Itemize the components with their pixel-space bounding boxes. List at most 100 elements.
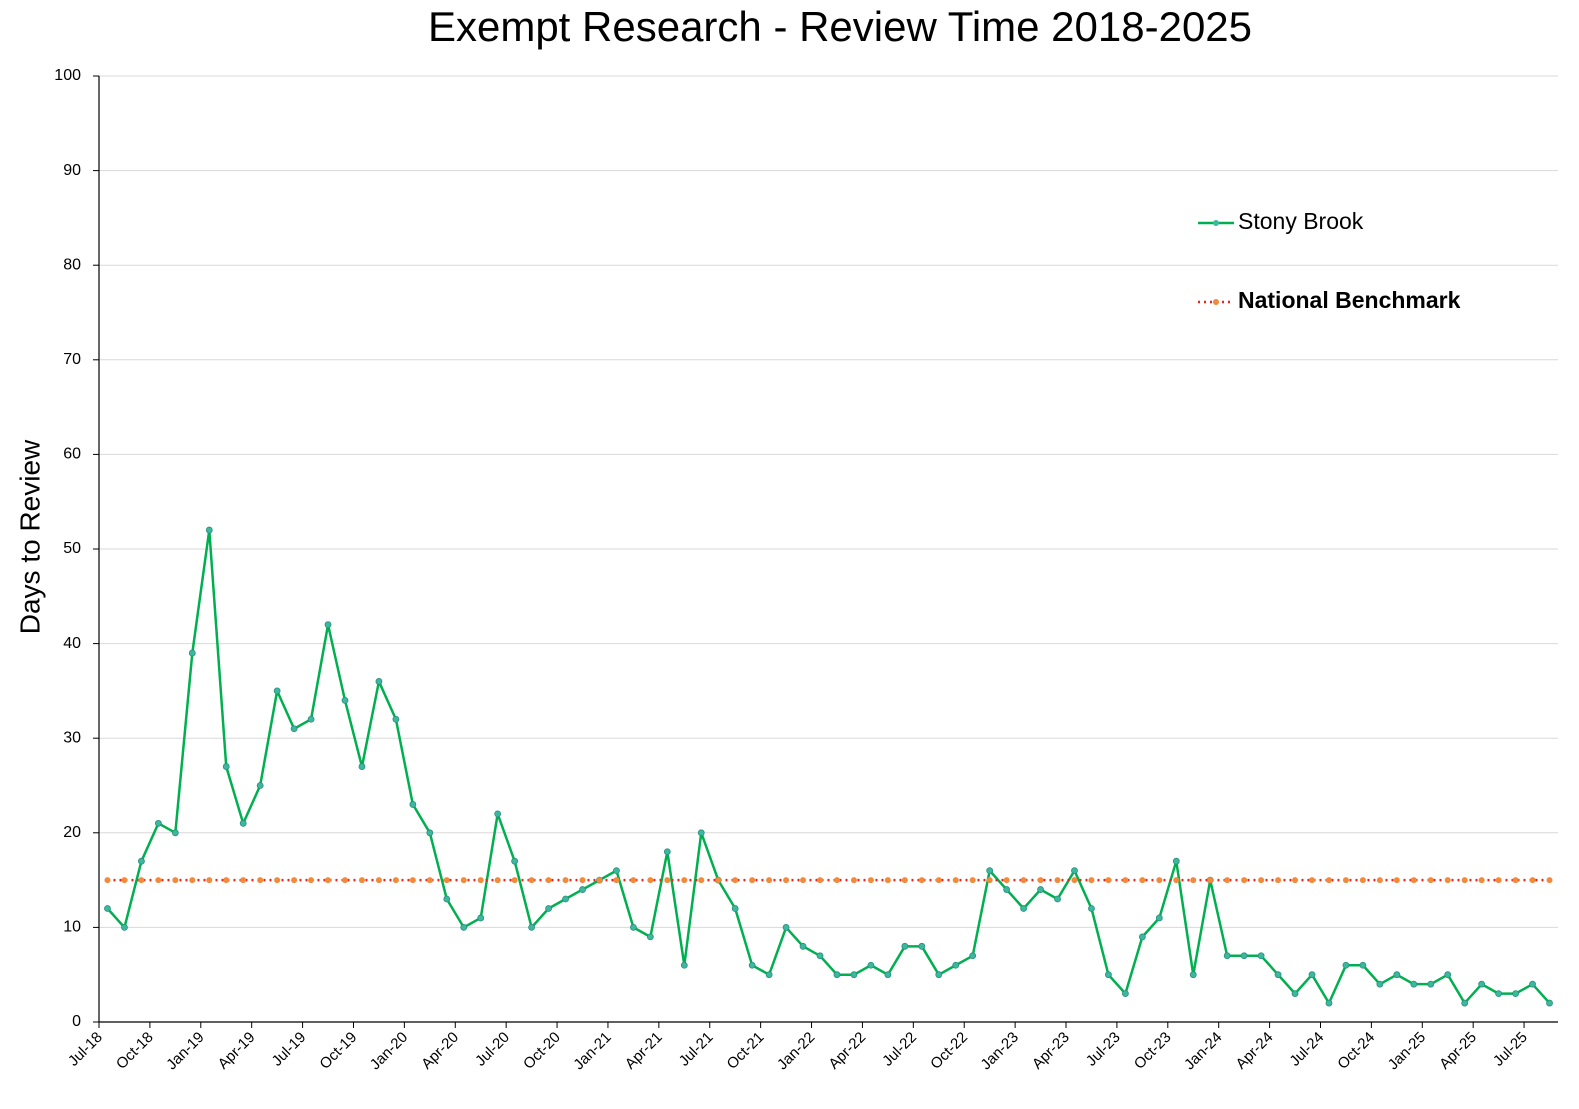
data-point [1478, 877, 1485, 884]
x-tick-label: Apr-20 [418, 1029, 462, 1073]
data-point [324, 621, 332, 629]
data-point [901, 942, 909, 950]
data-point [1444, 877, 1451, 884]
data-point [358, 877, 365, 884]
data-point [918, 877, 925, 884]
data-point [426, 877, 433, 884]
y-tick-label: 60 [63, 446, 81, 463]
data-point [171, 829, 179, 837]
data-point [138, 857, 145, 865]
data-point [986, 867, 994, 875]
data-point [1546, 999, 1553, 1007]
data-point [698, 877, 705, 884]
data-point [646, 933, 654, 941]
x-tick-label: Oct-21 [724, 1029, 768, 1073]
data-point [1105, 971, 1112, 979]
x-tick-label: Apr-23 [1029, 1029, 1073, 1073]
data-point [1121, 990, 1129, 998]
data-point [1427, 980, 1435, 988]
data-point [477, 914, 485, 922]
y-tick-label: 40 [63, 635, 81, 652]
data-point [1359, 961, 1367, 969]
data-point [867, 877, 874, 884]
x-tick-label: Jan-23 [977, 1029, 1021, 1073]
data-point [188, 649, 196, 657]
data-point [816, 952, 824, 960]
data-point [1274, 971, 1282, 979]
data-point [1376, 877, 1383, 884]
data-point [579, 877, 586, 884]
data-point [1478, 980, 1486, 988]
data-point [935, 971, 943, 979]
data-point [969, 877, 976, 884]
data-point [1309, 877, 1316, 884]
data-point [663, 848, 671, 856]
data-point [1393, 877, 1400, 884]
data-point [189, 877, 196, 884]
x-tick-label: Apr-22 [825, 1029, 869, 1073]
data-point [1376, 980, 1384, 988]
data-point [511, 857, 519, 865]
data-point [1461, 877, 1468, 884]
data-point [884, 971, 892, 979]
data-point [257, 877, 264, 884]
x-tick-label: Jul-20 [472, 1029, 513, 1070]
y-tick-label: 100 [54, 67, 81, 84]
data-point [222, 763, 230, 770]
y-tick-label: 30 [63, 729, 81, 746]
y-tick-label: 50 [63, 540, 81, 557]
y-tick-label: 0 [72, 1013, 81, 1030]
data-point [1223, 952, 1231, 960]
data-point [935, 877, 942, 884]
chart-title: Exempt Research - Review Time 2018-2025 [428, 3, 1252, 50]
data-point [1122, 877, 1129, 884]
x-tick-label: Jul-23 [1083, 1029, 1124, 1070]
data-point [765, 971, 773, 979]
data-point [154, 819, 162, 827]
data-point [1546, 877, 1553, 884]
legend-label: Stony Brook [1238, 208, 1364, 234]
data-point [1495, 990, 1503, 998]
data-point [1037, 877, 1044, 884]
x-tick-label: Jan-19 [163, 1029, 207, 1073]
x-tick-label: Jul-18 [65, 1029, 106, 1070]
data-point [952, 877, 959, 884]
data-point [748, 961, 756, 969]
data-point [817, 877, 824, 884]
x-tick-label: Oct-18 [113, 1029, 157, 1073]
data-point [426, 829, 434, 837]
data-point [647, 877, 654, 884]
data-point [1003, 877, 1010, 884]
data-point [596, 877, 603, 884]
data-point [138, 877, 145, 884]
data-point [1342, 961, 1350, 969]
data-point [341, 877, 348, 884]
data-point [1512, 990, 1519, 998]
x-tick-label: Jul-22 [879, 1029, 920, 1070]
data-point [477, 877, 484, 884]
y-axis-title: Days to Review [14, 439, 45, 634]
data-point [715, 877, 722, 884]
data-point [494, 810, 502, 818]
y-tick-label: 10 [63, 919, 81, 936]
x-tick-label: Apr-21 [622, 1029, 666, 1073]
data-point [1461, 999, 1469, 1007]
data-point [273, 687, 281, 695]
data-point [375, 678, 383, 685]
data-point [1529, 980, 1536, 988]
data-point [731, 905, 739, 912]
data-point [1054, 877, 1061, 884]
data-point [749, 877, 756, 884]
data-point [443, 877, 450, 884]
data-point [850, 877, 857, 884]
data-point [901, 877, 908, 884]
data-point [1224, 877, 1231, 884]
x-tick-label: Jan-20 [367, 1029, 411, 1073]
data-point [121, 924, 128, 931]
x-tick-label: Jan-21 [570, 1029, 614, 1073]
x-tick-label: Apr-19 [215, 1029, 259, 1073]
data-point [1529, 877, 1536, 884]
y-tick-label: 80 [63, 256, 81, 273]
